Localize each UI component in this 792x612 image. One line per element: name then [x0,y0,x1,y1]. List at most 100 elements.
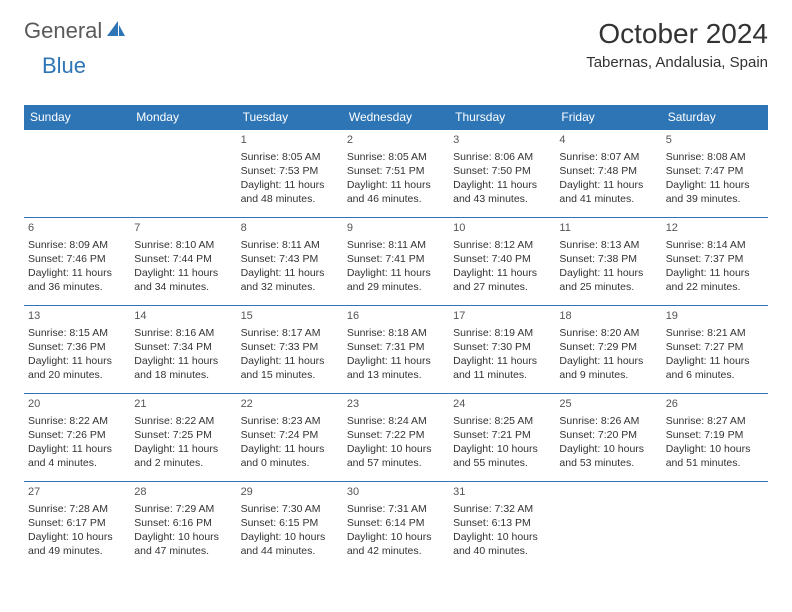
logo-sail-icon [106,20,126,43]
calendar-table: SundayMondayTuesdayWednesdayThursdayFrid… [24,105,768,570]
day-number: 18 [559,309,657,324]
sunset-text: Sunset: 7:27 PM [666,340,764,354]
logo-text-general: General [24,18,102,44]
sunset-text: Sunset: 7:26 PM [28,428,126,442]
sunset-text: Sunset: 6:16 PM [134,516,232,530]
calendar-cell: 8Sunrise: 8:11 AMSunset: 7:43 PMDaylight… [237,218,343,306]
sunrise-text: Sunrise: 8:25 AM [453,414,551,428]
sunset-text: Sunset: 7:20 PM [559,428,657,442]
sunrise-text: Sunrise: 8:08 AM [666,150,764,164]
calendar-cell: 13Sunrise: 8:15 AMSunset: 7:36 PMDayligh… [24,306,130,394]
sunset-text: Sunset: 7:21 PM [453,428,551,442]
calendar-cell: 5Sunrise: 8:08 AMSunset: 7:47 PMDaylight… [662,130,768,218]
calendar-head: SundayMondayTuesdayWednesdayThursdayFrid… [24,105,768,130]
day-header: Friday [555,105,661,130]
daylight-text: Daylight: 11 hours and 0 minutes. [241,442,339,470]
calendar-cell: 14Sunrise: 8:16 AMSunset: 7:34 PMDayligh… [130,306,236,394]
day-number: 8 [241,221,339,236]
daylight-text: Daylight: 11 hours and 41 minutes. [559,178,657,206]
sunrise-text: Sunrise: 8:09 AM [28,238,126,252]
daylight-text: Daylight: 11 hours and 4 minutes. [28,442,126,470]
day-number: 6 [28,221,126,236]
sunset-text: Sunset: 7:37 PM [666,252,764,266]
calendar-cell: 9Sunrise: 8:11 AMSunset: 7:41 PMDaylight… [343,218,449,306]
day-number: 30 [347,485,445,500]
day-number: 29 [241,485,339,500]
daylight-text: Daylight: 11 hours and 39 minutes. [666,178,764,206]
calendar-cell: 18Sunrise: 8:20 AMSunset: 7:29 PMDayligh… [555,306,661,394]
day-header: Saturday [662,105,768,130]
day-number: 21 [134,397,232,412]
calendar-cell: 22 Sunrise: 8:23 AMSunset: 7:24 PMDayligh… [237,394,343,482]
sunrise-text: Sunrise: 7:29 AM [134,502,232,516]
day-number: 16 [347,309,445,324]
sunset-text: Sunset: 7:34 PM [134,340,232,354]
sunset-text: Sunset: 7:33 PM [241,340,339,354]
calendar-cell: 2Sunrise: 8:05 AMSunset: 7:51 PMDaylight… [343,130,449,218]
calendar-row: 27Sunrise: 7:28 AMSunset: 6:17 PMDayligh… [24,482,768,570]
sunset-text: Sunset: 7:31 PM [347,340,445,354]
calendar-cell: 21Sunrise: 8:22 AMSunset: 7:25 PMDayligh… [130,394,236,482]
day-number: 28 [134,485,232,500]
sunset-text: Sunset: 7:51 PM [347,164,445,178]
sunset-text: Sunset: 7:46 PM [28,252,126,266]
daylight-text: Daylight: 11 hours and 18 minutes. [134,354,232,382]
sunrise-text: Sunrise: 8:24 AM [347,414,445,428]
sunrise-text: Sunrise: 8:14 AM [666,238,764,252]
calendar-cell: 3Sunrise: 8:06 AMSunset: 7:50 PMDaylight… [449,130,555,218]
day-number: 13 [28,309,126,324]
sunrise-text: Sunrise: 8:26 AM [559,414,657,428]
sunrise-text: Sunrise: 8:15 AM [28,326,126,340]
daylight-text: Daylight: 11 hours and 22 minutes. [666,266,764,294]
day-number: 20 [28,397,126,412]
day-number: 12 [666,221,764,236]
day-number: 23 [347,397,445,412]
day-number: 22 [241,397,339,412]
sunset-text: Sunset: 6:13 PM [453,516,551,530]
sunrise-text: Sunrise: 8:23 AM [241,414,339,428]
sunrise-text: Sunrise: 8:11 AM [347,238,445,252]
day-number: 27 [28,485,126,500]
day-header: Wednesday [343,105,449,130]
calendar-cell: 16Sunrise: 8:18 AMSunset: 7:31 PMDayligh… [343,306,449,394]
calendar-cell [555,482,661,570]
sunrise-text: Sunrise: 8:06 AM [453,150,551,164]
calendar-row: 20Sunrise: 8:22 AMSunset: 7:26 PMDayligh… [24,394,768,482]
sunrise-text: Sunrise: 8:05 AM [347,150,445,164]
daylight-text: Daylight: 11 hours and 43 minutes. [453,178,551,206]
calendar-cell: 11Sunrise: 8:13 AMSunset: 7:38 PMDayligh… [555,218,661,306]
calendar-cell [24,130,130,218]
day-header: Tuesday [237,105,343,130]
day-number: 7 [134,221,232,236]
day-header: Sunday [24,105,130,130]
calendar-cell: 24Sunrise: 8:25 AMSunset: 7:21 PMDayligh… [449,394,555,482]
daylight-text: Daylight: 11 hours and 11 minutes. [453,354,551,382]
sunset-text: Sunset: 6:15 PM [241,516,339,530]
calendar-cell: 30Sunrise: 7:31 AMSunset: 6:14 PMDayligh… [343,482,449,570]
calendar-cell: 29Sunrise: 7:30 AMSunset: 6:15 PMDayligh… [237,482,343,570]
sunrise-text: Sunrise: 8:19 AM [453,326,551,340]
daylight-text: Daylight: 11 hours and 36 minutes. [28,266,126,294]
logo: General [24,18,128,44]
sunset-text: Sunset: 7:47 PM [666,164,764,178]
daylight-text: Daylight: 11 hours and 2 minutes. [134,442,232,470]
calendar-cell: 4Sunrise: 8:07 AMSunset: 7:48 PMDaylight… [555,130,661,218]
day-number: 4 [559,133,657,148]
sunset-text: Sunset: 7:24 PM [241,428,339,442]
sunset-text: Sunset: 7:43 PM [241,252,339,266]
calendar-cell [662,482,768,570]
daylight-text: Daylight: 11 hours and 9 minutes. [559,354,657,382]
day-number: 2 [347,133,445,148]
daylight-text: Daylight: 10 hours and 55 minutes. [453,442,551,470]
day-number: 17 [453,309,551,324]
sunrise-text: Sunrise: 8:17 AM [241,326,339,340]
sunset-text: Sunset: 7:44 PM [134,252,232,266]
sunset-text: Sunset: 7:53 PM [241,164,339,178]
day-header: Monday [130,105,236,130]
sunset-text: Sunset: 7:19 PM [666,428,764,442]
sunrise-text: Sunrise: 8:12 AM [453,238,551,252]
day-number: 15 [241,309,339,324]
sunset-text: Sunset: 7:30 PM [453,340,551,354]
calendar-cell [130,130,236,218]
daylight-text: Daylight: 10 hours and 57 minutes. [347,442,445,470]
